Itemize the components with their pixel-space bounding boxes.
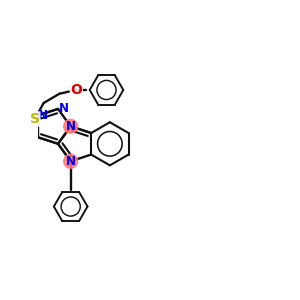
Text: N: N <box>59 102 69 116</box>
Text: N: N <box>66 155 76 168</box>
Text: N: N <box>38 109 48 122</box>
Text: O: O <box>70 83 82 97</box>
Text: S: S <box>30 112 40 126</box>
Circle shape <box>64 154 78 168</box>
Text: N: N <box>66 120 76 133</box>
Circle shape <box>64 119 78 133</box>
